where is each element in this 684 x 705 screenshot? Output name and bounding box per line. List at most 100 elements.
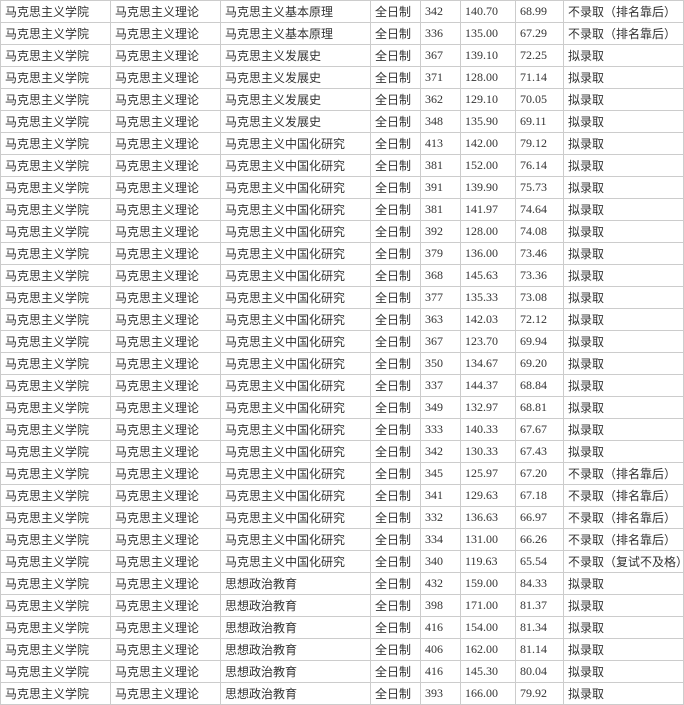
- table-cell: 马克思主义理论: [111, 375, 221, 397]
- table-cell: 128.00: [461, 221, 516, 243]
- table-row: 马克思主义学院马克思主义理论马克思主义中国化研究全日制337144.3768.8…: [1, 375, 684, 397]
- table-cell: 思想政治教育: [221, 573, 371, 595]
- table-cell: 马克思主义学院: [1, 463, 111, 485]
- table-cell: 马克思主义中国化研究: [221, 529, 371, 551]
- table-cell: 全日制: [371, 463, 421, 485]
- table-cell: 全日制: [371, 661, 421, 683]
- table-cell: 马克思主义学院: [1, 507, 111, 529]
- table-cell: 马克思主义学院: [1, 155, 111, 177]
- table-cell: 马克思主义理论: [111, 551, 221, 573]
- table-cell: 不录取（排名靠后）: [564, 485, 684, 507]
- table-row: 马克思主义学院马克思主义理论马克思主义中国化研究全日制377135.3373.0…: [1, 287, 684, 309]
- table-cell: 马克思主义发展史: [221, 67, 371, 89]
- table-cell: 拟录取: [564, 309, 684, 331]
- table-cell: 思想政治教育: [221, 617, 371, 639]
- table-cell: 145.63: [461, 265, 516, 287]
- table-cell: 马克思主义发展史: [221, 111, 371, 133]
- table-cell: 马克思主义学院: [1, 397, 111, 419]
- table-cell: 马克思主义学院: [1, 375, 111, 397]
- table-cell: 全日制: [371, 375, 421, 397]
- table-row: 马克思主义学院马克思主义理论马克思主义中国化研究全日制391139.9075.7…: [1, 177, 684, 199]
- table-cell: 81.34: [516, 617, 564, 639]
- table-cell: 67.20: [516, 463, 564, 485]
- table-cell: 不录取（排名靠后）: [564, 23, 684, 45]
- table-cell: 拟录取: [564, 265, 684, 287]
- table-cell: 全日制: [371, 529, 421, 551]
- table-cell: 马克思主义理论: [111, 463, 221, 485]
- table-cell: 71.14: [516, 67, 564, 89]
- table-cell: 拟录取: [564, 243, 684, 265]
- table-row: 马克思主义学院马克思主义理论思想政治教育全日制398171.0081.37拟录取: [1, 595, 684, 617]
- table-cell: 马克思主义中国化研究: [221, 243, 371, 265]
- table-cell: 340: [421, 551, 461, 573]
- table-cell: 马克思主义理论: [111, 89, 221, 111]
- table-row: 马克思主义学院马克思主义理论马克思主义中国化研究全日制332136.6366.9…: [1, 507, 684, 529]
- table-cell: 135.00: [461, 23, 516, 45]
- table-cell: 80.04: [516, 661, 564, 683]
- table-cell: 76.14: [516, 155, 564, 177]
- table-cell: 84.33: [516, 573, 564, 595]
- table-cell: 66.97: [516, 507, 564, 529]
- table-cell: 马克思主义基本原理: [221, 1, 371, 23]
- table-row: 马克思主义学院马克思主义理论马克思主义中国化研究全日制334131.0066.2…: [1, 529, 684, 551]
- table-cell: 马克思主义理论: [111, 573, 221, 595]
- table-cell: 马克思主义学院: [1, 309, 111, 331]
- table-cell: 马克思主义基本原理: [221, 23, 371, 45]
- table-cell: 拟录取: [564, 199, 684, 221]
- table-cell: 379: [421, 243, 461, 265]
- table-row: 马克思主义学院马克思主义理论马克思主义基本原理全日制336135.0067.29…: [1, 23, 684, 45]
- table-cell: 马克思主义学院: [1, 243, 111, 265]
- table-cell: 马克思主义中国化研究: [221, 375, 371, 397]
- table-row: 马克思主义学院马克思主义理论思想政治教育全日制416145.3080.04拟录取: [1, 661, 684, 683]
- table-cell: 马克思主义学院: [1, 617, 111, 639]
- table-cell: 马克思主义学院: [1, 639, 111, 661]
- table-cell: 拟录取: [564, 617, 684, 639]
- table-cell: 马克思主义学院: [1, 199, 111, 221]
- table-cell: 马克思主义发展史: [221, 45, 371, 67]
- table-cell: 全日制: [371, 617, 421, 639]
- table-cell: 拟录取: [564, 221, 684, 243]
- table-cell: 142.03: [461, 309, 516, 331]
- table-cell: 全日制: [371, 177, 421, 199]
- table-cell: 马克思主义学院: [1, 287, 111, 309]
- table-cell: 马克思主义理论: [111, 265, 221, 287]
- table-cell: 135.33: [461, 287, 516, 309]
- table-cell: 全日制: [371, 111, 421, 133]
- table-cell: 全日制: [371, 45, 421, 67]
- table-cell: 马克思主义理论: [111, 507, 221, 529]
- table-cell: 拟录取: [564, 89, 684, 111]
- table-cell: 马克思主义理论: [111, 287, 221, 309]
- table-cell: 拟录取: [564, 111, 684, 133]
- table-cell: 416: [421, 661, 461, 683]
- table-cell: 341: [421, 485, 461, 507]
- table-cell: 69.20: [516, 353, 564, 375]
- table-cell: 马克思主义中国化研究: [221, 485, 371, 507]
- table-cell: 拟录取: [564, 353, 684, 375]
- table-cell: 马克思主义理论: [111, 221, 221, 243]
- table-cell: 马克思主义理论: [111, 177, 221, 199]
- table-cell: 350: [421, 353, 461, 375]
- table-cell: 马克思主义理论: [111, 1, 221, 23]
- table-cell: 81.14: [516, 639, 564, 661]
- table-row: 马克思主义学院马克思主义理论马克思主义中国化研究全日制392128.0074.0…: [1, 221, 684, 243]
- table-cell: 马克思主义理论: [111, 111, 221, 133]
- table-cell: 全日制: [371, 639, 421, 661]
- table-cell: 马克思主义中国化研究: [221, 199, 371, 221]
- table-cell: 74.64: [516, 199, 564, 221]
- table-cell: 73.46: [516, 243, 564, 265]
- table-cell: 马克思主义理论: [111, 485, 221, 507]
- table-cell: 马克思主义中国化研究: [221, 463, 371, 485]
- table-row: 马克思主义学院马克思主义理论马克思主义中国化研究全日制381141.9774.6…: [1, 199, 684, 221]
- table-cell: 拟录取: [564, 683, 684, 705]
- table-row: 马克思主义学院马克思主义理论马克思主义中国化研究全日制413142.0079.1…: [1, 133, 684, 155]
- table-cell: 马克思主义中国化研究: [221, 441, 371, 463]
- table-cell: 67.43: [516, 441, 564, 463]
- table-cell: 马克思主义学院: [1, 595, 111, 617]
- table-cell: 马克思主义学院: [1, 23, 111, 45]
- table-cell: 马克思主义中国化研究: [221, 507, 371, 529]
- table-cell: 不录取（排名靠后）: [564, 507, 684, 529]
- table-cell: 全日制: [371, 243, 421, 265]
- table-cell: 不录取（排名靠后）: [564, 463, 684, 485]
- table-cell: 73.08: [516, 287, 564, 309]
- table-cell: 马克思主义理论: [111, 309, 221, 331]
